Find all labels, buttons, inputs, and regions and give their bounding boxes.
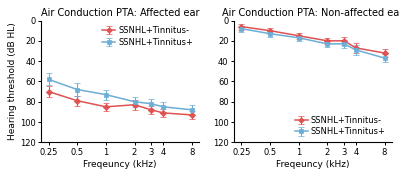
Legend: SSNHL+Tinnitus-, SSNHL+Tinnitus+: SSNHL+Tinnitus-, SSNHL+Tinnitus+ [101, 25, 195, 48]
Legend: SSNHL+Tinnitus-, SSNHL+Tinnitus+: SSNHL+Tinnitus-, SSNHL+Tinnitus+ [294, 114, 388, 138]
X-axis label: Freqeuncy (kHz): Freqeuncy (kHz) [84, 160, 157, 169]
Y-axis label: Hearing threshold (dB HL): Hearing threshold (dB HL) [8, 22, 17, 140]
X-axis label: Freqeuncy (kHz): Freqeuncy (kHz) [276, 160, 350, 169]
Title: Air Conduction PTA: Non-affected ear: Air Conduction PTA: Non-affected ear [222, 8, 400, 18]
Title: Air Conduction PTA: Affected ear: Air Conduction PTA: Affected ear [41, 8, 200, 18]
